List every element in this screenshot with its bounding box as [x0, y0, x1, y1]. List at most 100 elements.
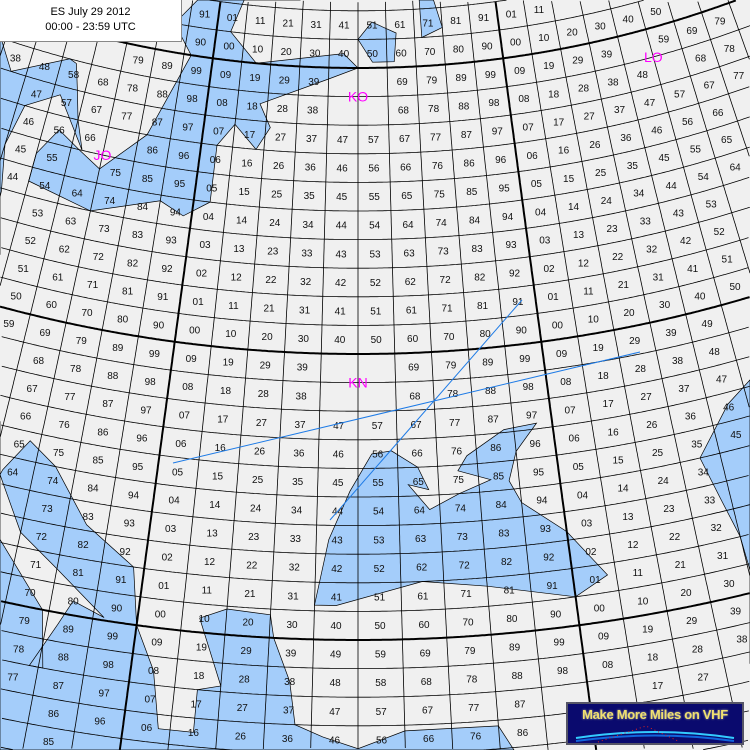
square-label: 87	[102, 399, 114, 410]
square-label: 09	[514, 66, 526, 77]
square-label: 43	[335, 249, 347, 260]
square-label: 39	[601, 49, 613, 60]
square-label: 91	[547, 581, 559, 592]
field-labels: JO KO KN LO	[94, 49, 663, 391]
square-label: 02	[162, 553, 174, 564]
square-label: 09	[186, 354, 198, 365]
square-label: 66	[423, 734, 435, 745]
square-label: 67	[91, 105, 103, 116]
square-label: 98	[103, 660, 115, 671]
square-label: 56	[368, 164, 380, 175]
parallel-line	[0, 206, 750, 269]
square-label: 56	[682, 117, 694, 128]
square-label: 31	[311, 20, 323, 31]
meridian-line	[0, 0, 108, 437]
square-label: 70	[443, 332, 455, 343]
square-label: 63	[404, 248, 416, 259]
square-label: 42	[335, 278, 347, 289]
square-label: 74	[47, 476, 59, 487]
square-label: 66	[400, 163, 412, 174]
square-label: 59	[3, 319, 15, 330]
square-label: 80	[480, 329, 492, 340]
parallel-line	[1, 116, 750, 183]
square-label: 50	[729, 282, 741, 293]
square-label: 29	[260, 361, 272, 372]
square-label: 71	[30, 560, 42, 571]
square-label: 18	[220, 386, 232, 397]
square-label: 77	[449, 418, 461, 429]
square-label: 11	[228, 301, 239, 312]
parallel-line	[0, 267, 749, 326]
square-label: 77	[7, 672, 19, 683]
square-label: 80	[453, 45, 465, 56]
square-label: 92	[161, 264, 173, 275]
square-label: 86	[48, 709, 60, 720]
square-label: 25	[252, 475, 264, 486]
square-label: 03	[581, 519, 593, 530]
square-label: 46	[23, 117, 35, 128]
square-label: 86	[147, 146, 159, 157]
square-label: 83	[132, 230, 144, 241]
square-label: 27	[237, 703, 249, 714]
square-label: 00	[223, 41, 235, 52]
square-label: 00	[155, 609, 167, 620]
square-label: 58	[68, 70, 80, 81]
square-label: 09	[151, 638, 163, 649]
square-label: 20	[281, 47, 293, 58]
square-label: 89	[509, 643, 521, 654]
square-label: 06	[141, 723, 153, 734]
square-label: 03	[165, 524, 177, 535]
square-label: 50	[371, 335, 383, 346]
square-label: 61	[406, 306, 418, 317]
square-label: 12	[204, 557, 216, 568]
square-label: 94	[502, 212, 514, 223]
square-label: 92	[543, 553, 555, 564]
field-label: KN	[348, 375, 367, 391]
square-label: 32	[300, 277, 312, 288]
square-label: 88	[157, 89, 169, 100]
square-label: 66	[712, 108, 724, 119]
square-label: 21	[283, 18, 295, 29]
square-label: 49	[330, 650, 342, 661]
square-label: 24	[601, 196, 613, 207]
square-label: 79	[714, 17, 726, 28]
square-label: 24	[658, 476, 670, 487]
square-label: 79	[133, 56, 145, 67]
square-label: 91	[199, 9, 211, 20]
square-label: 71	[87, 280, 99, 291]
parallel-line	[0, 55, 750, 126]
square-label: 10	[199, 614, 211, 625]
square-label: 06	[210, 155, 222, 166]
square-label: 01	[506, 9, 518, 20]
square-label: 06	[527, 151, 539, 162]
square-label: 56	[54, 125, 66, 136]
square-label: 14	[209, 500, 221, 511]
square-label: 76	[470, 732, 482, 743]
square-label: 05	[172, 467, 184, 478]
square-label: 00	[510, 38, 522, 49]
parallel-line	[2, 651, 750, 698]
square-label: 05	[206, 183, 218, 194]
square-label: 98	[523, 382, 535, 393]
square-label: 64	[72, 189, 84, 200]
square-label: 51	[370, 307, 382, 318]
square-label: 29	[686, 616, 698, 627]
square-label: 26	[646, 420, 658, 431]
square-label: 11	[202, 586, 213, 597]
square-label: 46	[337, 164, 349, 175]
square-label: 47	[333, 421, 345, 432]
square-label: 92	[120, 547, 132, 558]
square-label: 07	[213, 127, 225, 138]
square-label: 12	[627, 540, 639, 551]
square-label: 18	[247, 101, 259, 112]
square-label: 67	[410, 420, 422, 431]
square-label: 24	[269, 218, 281, 229]
square-label: 30	[309, 48, 321, 59]
square-label: 78	[428, 104, 440, 115]
square-label: 63	[65, 217, 77, 228]
square-label: 77	[733, 71, 745, 82]
square-label: 38	[672, 356, 684, 367]
square-label: 33	[301, 248, 313, 259]
meridian-line	[579, 1, 743, 748]
square-label: 39	[297, 363, 309, 374]
